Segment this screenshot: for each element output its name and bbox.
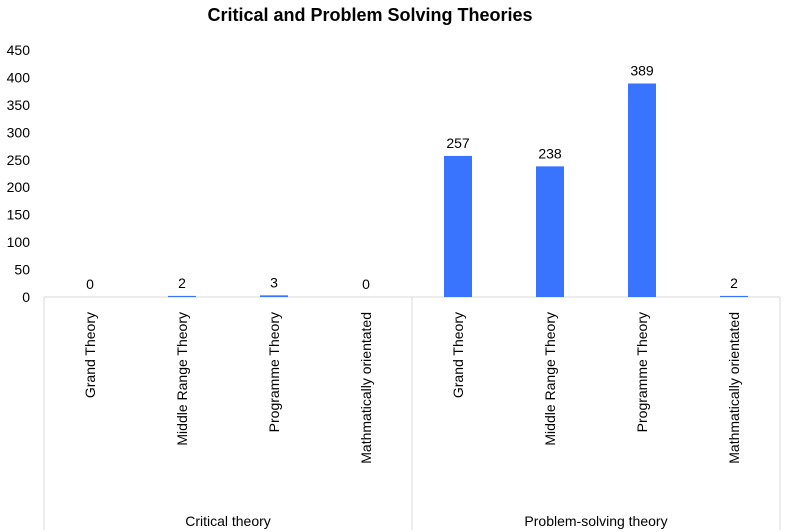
group-label: Critical theory <box>185 513 271 529</box>
bar-value-label: 0 <box>362 276 370 292</box>
bar-value-label: 3 <box>270 274 278 290</box>
y-axis-tick-labels: 0 50 100 150 200 250 300 350 400 450 <box>7 42 31 305</box>
axes <box>43 296 781 530</box>
category-label: Grand Theory <box>82 312 98 398</box>
y-tick-label: 250 <box>7 152 31 168</box>
bars <box>168 83 748 297</box>
bar <box>260 295 288 297</box>
bar-value-label: 2 <box>730 275 738 291</box>
group-label: Problem-solving theory <box>524 513 667 529</box>
category-label: Middle Range Theory <box>542 312 558 446</box>
category-label: Mathmatically orientated <box>358 312 374 464</box>
y-tick-label: 50 <box>14 262 30 278</box>
chart-title: Critical and Problem Solving Theories <box>207 5 532 25</box>
category-label: Mathmatically orientated <box>726 312 742 464</box>
y-tick-label: 0 <box>22 289 30 305</box>
bar-value-label: 0 <box>86 276 94 292</box>
bar <box>168 295 196 297</box>
y-tick-label: 400 <box>7 69 31 85</box>
category-label: Middle Range Theory <box>174 312 190 446</box>
y-tick-label: 200 <box>7 179 31 195</box>
bar-value-label: 389 <box>630 62 654 78</box>
y-tick-label: 350 <box>7 97 31 113</box>
y-tick-label: 300 <box>7 124 31 140</box>
bar <box>444 155 472 297</box>
bar-value-label: 238 <box>538 145 562 161</box>
category-label: Grand Theory <box>450 312 466 398</box>
y-tick-label: 450 <box>7 42 31 58</box>
bar <box>628 83 656 297</box>
y-tick-label: 150 <box>7 207 31 223</box>
category-label: Programme Theory <box>634 312 650 432</box>
bar-value-label: 2 <box>178 275 186 291</box>
bar <box>720 295 748 297</box>
y-tick-label: 100 <box>7 234 31 250</box>
bar <box>536 166 564 297</box>
bar-value-label: 257 <box>446 135 470 151</box>
group-labels: Critical theory Problem-solving theory <box>185 513 667 529</box>
category-labels: Grand Theory Middle Range Theory Programme… <box>82 312 742 464</box>
data-labels: 0 2 3 0 257 238 389 2 <box>86 62 738 292</box>
category-label: Programme Theory <box>266 312 282 432</box>
